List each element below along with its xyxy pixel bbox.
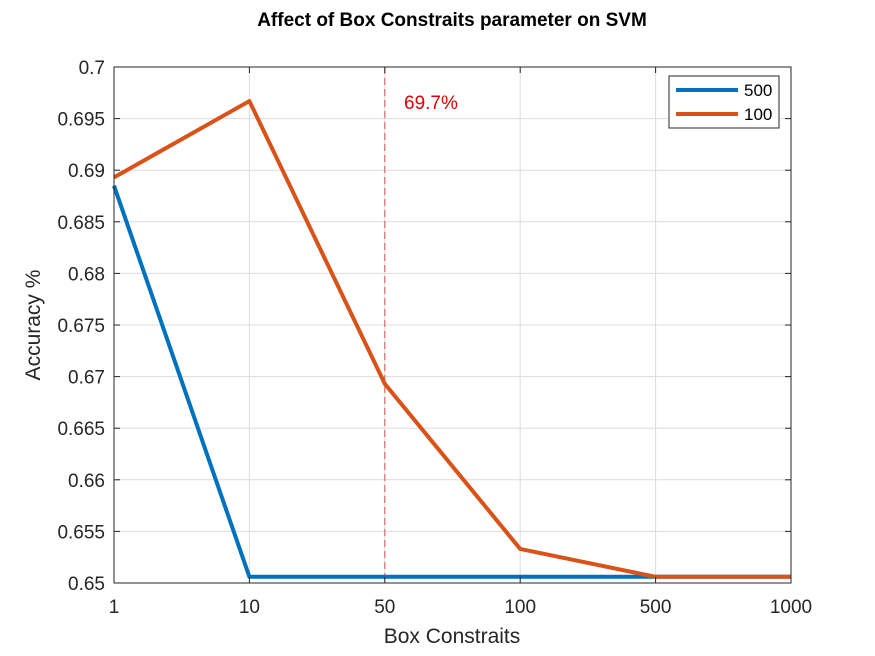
y-tick-label: 0.7 bbox=[79, 58, 105, 79]
legend-label-500: 500 bbox=[744, 81, 772, 100]
series-line-100 bbox=[113, 99, 791, 579]
y-tick-label: 0.65 bbox=[68, 574, 105, 595]
x-tick-label: 10 bbox=[239, 597, 260, 618]
x-axis-label: Box Constraits bbox=[384, 625, 521, 648]
x-tick-label: 500 bbox=[640, 597, 672, 618]
series-line-500 bbox=[112, 185, 791, 579]
y-axis: 0.65 0.655 0.66 0.665 0.67 0.675 0.68 0.685 0.69… bbox=[57, 58, 791, 595]
x-tick-label: 1 bbox=[109, 597, 120, 618]
y-tick-label: 0.675 bbox=[57, 316, 105, 337]
grid bbox=[113, 66, 792, 584]
y-tick-label: 0.665 bbox=[57, 419, 105, 440]
peak-annotation: 69.7% bbox=[404, 93, 458, 114]
y-tick-label: 0.695 bbox=[57, 110, 105, 131]
legend-box bbox=[668, 75, 780, 129]
x-axis: 1 10 50 100 500 1000 bbox=[109, 67, 812, 618]
x-tick-label: 50 bbox=[374, 597, 395, 618]
y-tick-label: 0.66 bbox=[68, 471, 105, 492]
y-tick-label: 0.655 bbox=[57, 522, 105, 543]
y-tick-label: 0.67 bbox=[68, 368, 105, 389]
legend-label-100: 100 bbox=[744, 105, 772, 124]
y-tick-label: 0.685 bbox=[57, 213, 105, 234]
chart-title: Affect of Box Constraits parameter on SV… bbox=[257, 10, 647, 31]
y-tick-label: 0.68 bbox=[68, 264, 105, 285]
y-tick-label: 0.69 bbox=[68, 161, 105, 182]
x-tick-label: 100 bbox=[504, 597, 536, 618]
x-tick-label: 1000 bbox=[770, 597, 812, 618]
y-axis-label: Accuracy % bbox=[22, 270, 45, 381]
series-layer bbox=[112, 99, 791, 579]
